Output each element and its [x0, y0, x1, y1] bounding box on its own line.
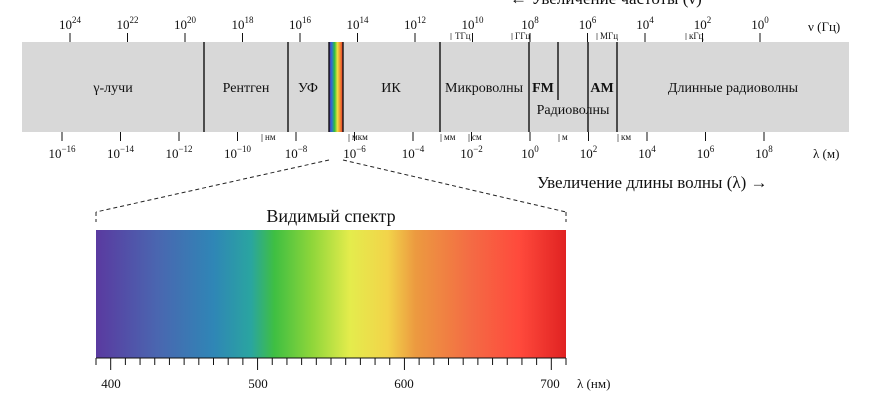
frequency-tick-label: 1018 [232, 15, 255, 32]
wavelength-tick-label: 106 [697, 144, 715, 161]
ghz-mark: ГГц [515, 31, 530, 41]
microwave-label: Микроволны [445, 81, 524, 96]
wavelength-tick-label: 10−10 [224, 144, 252, 161]
band-dividers [203, 42, 618, 132]
wavelength-unit-marks: нм мкм мм см м км [261, 132, 631, 142]
visible-label-400: 400 [101, 376, 121, 391]
gamma-rays-label: γ-лучи [92, 81, 133, 96]
nm-mark: нм [265, 132, 276, 142]
km-mark: км [621, 132, 631, 142]
thz-mark: ТГц [455, 31, 471, 41]
frequency-tick-label: 1016 [289, 15, 312, 32]
frequency-tick-label: 100 [751, 15, 769, 32]
radio-waves-label: Радиоволны [537, 103, 610, 118]
visible-spectrum-title: Видимый спектр [266, 206, 395, 226]
visible-label-600: 600 [394, 376, 414, 391]
visible-label-500: 500 [248, 376, 268, 391]
visible-axis-unit-label: λ (нм) [577, 376, 610, 391]
frequency-unit-label: ν (Гц) [808, 19, 840, 34]
um-mark: мкм [352, 132, 368, 142]
wavelength-tick-label: 100 [521, 144, 539, 161]
wavelength-tick-label: 10−6 [343, 144, 366, 161]
long-radio-waves-label: Длинные радиоволны [668, 81, 799, 96]
visible-band-strip [329, 42, 343, 132]
wavelength-axis: 10−16 10−14 10−12 10−10 10−8 10−6 10−4 10−2 100 1… [48, 132, 773, 161]
cm-mark: см [472, 132, 482, 142]
wavelength-tick-label: 10−4 [402, 144, 425, 161]
fm-label: FM [532, 81, 554, 96]
zoom-guide-lines [95, 159, 567, 222]
wavelength-tick-label: 108 [755, 144, 773, 161]
frequency-unit-marks: ТГц ГГц МГц кГц [450, 31, 704, 41]
frequency-tick-label: 1024 [59, 15, 82, 32]
wavelength-tick-label: 102 [580, 144, 598, 161]
frequency-tick-label: 1022 [117, 15, 139, 32]
frequency-tick-label: 104 [636, 15, 654, 32]
mm-mark: мм [444, 132, 456, 142]
frequency-axis: 1024 1022 1020 1018 1016 1014 1012 1010 108 106 10… [59, 15, 769, 42]
frequency-increase-label: ← Увеличение частоты (ν) [510, 0, 702, 8]
frequency-tick-label: 1012 [404, 15, 426, 32]
frequency-tick-label: 1010 [462, 15, 485, 32]
am-label: AM [590, 81, 613, 96]
frequency-tick-label: 102 [694, 15, 712, 32]
frequency-tick-label: 108 [521, 15, 539, 32]
wavelength-tick-label: 10−12 [165, 144, 192, 161]
uv-label: УФ [298, 81, 318, 96]
wavelength-tick-label: 10−8 [285, 144, 308, 161]
visible-spectrum-gradient [96, 230, 566, 358]
frequency-tick-label: 1020 [174, 15, 197, 32]
m-mark: м [562, 132, 568, 142]
khz-mark: кГц [689, 31, 704, 41]
xray-label: Рентген [223, 81, 270, 96]
frequency-tick-label: 1014 [347, 15, 370, 32]
wavelength-unit-label: λ (м) [813, 146, 839, 161]
frequency-tick-label: 106 [579, 15, 597, 32]
wavelength-increase-label: Увеличение длины волны (λ) → [537, 173, 768, 192]
visible-label-700: 700 [540, 376, 560, 391]
wavelength-tick-label: 10−16 [48, 144, 76, 161]
visible-axis-ticks [95, 358, 567, 370]
ir-label: ИК [381, 81, 401, 96]
wavelength-tick-label: 10−2 [460, 144, 483, 161]
wavelength-tick-label: 10−14 [107, 144, 135, 161]
mhz-mark: МГц [600, 31, 618, 41]
wavelength-tick-label: 104 [638, 144, 656, 161]
spectrum-band [22, 42, 849, 132]
